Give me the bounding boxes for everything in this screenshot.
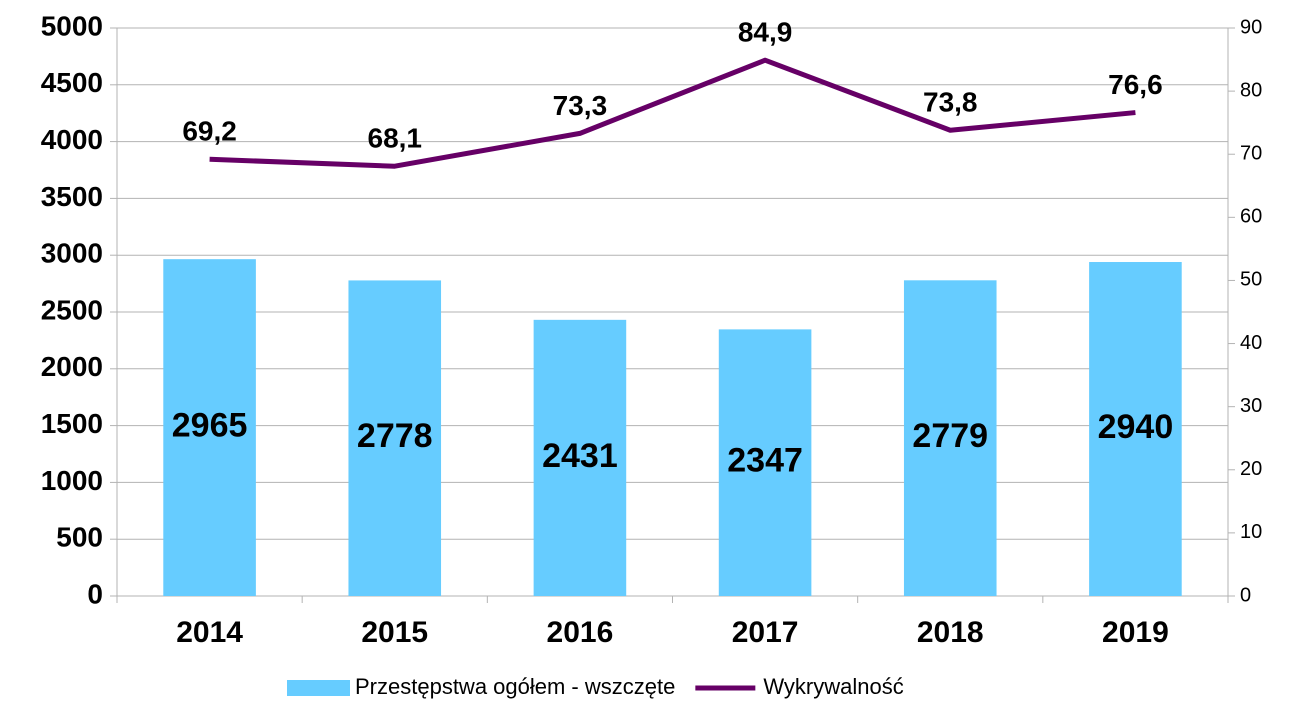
- y2-tick-label: 30: [1240, 395, 1262, 417]
- x-tick-label: 2017: [732, 616, 799, 649]
- x-tick-label: 2018: [917, 616, 984, 649]
- y2-tick-label: 10: [1240, 521, 1262, 543]
- line-value-label: 84,9: [738, 17, 793, 48]
- legend-label: Wykrywalność: [763, 674, 903, 699]
- y-tick-label: 1000: [41, 465, 103, 496]
- y-tick-label: 3000: [41, 238, 103, 269]
- line-value-label: 69,2: [182, 116, 237, 147]
- bar-value-label: 2778: [357, 417, 433, 455]
- line-value-label: 68,1: [368, 123, 423, 154]
- bar: [718, 329, 812, 596]
- x-tick-label: 2016: [547, 616, 614, 649]
- bar: [163, 259, 256, 596]
- y2-tick-label: 40: [1240, 332, 1262, 354]
- line-value-label: 73,8: [923, 87, 978, 118]
- bar-value-label: 2347: [727, 442, 803, 480]
- bar-value-label: 2965: [172, 407, 248, 445]
- y2-tick-label: 70: [1240, 143, 1262, 165]
- y-tick-label: 4500: [41, 67, 103, 98]
- y2-tick-label: 50: [1240, 269, 1262, 291]
- legend-swatch: [287, 680, 350, 696]
- legend-label: Przestępstwa ogółem - wszczęte: [355, 674, 675, 699]
- y-tick-label: 2000: [41, 351, 103, 382]
- bar-value-label: 2940: [1098, 408, 1174, 446]
- y2-tick-label: 0: [1240, 584, 1251, 606]
- x-tick-label: 2014: [176, 616, 243, 649]
- line: [209, 57, 1136, 169]
- x-tick-label: 2019: [1102, 616, 1169, 649]
- y-tick-label: 500: [56, 522, 103, 553]
- y-tick-label: 2500: [41, 294, 103, 325]
- bar: [1089, 262, 1182, 596]
- y-tick-label: 4000: [41, 124, 103, 155]
- bar-value-label: 2431: [542, 437, 618, 475]
- y2-tick-label: 90: [1240, 16, 1262, 38]
- bar: [903, 280, 997, 596]
- bar-value-label: 2779: [912, 417, 988, 455]
- bar: [348, 280, 442, 596]
- bar: [533, 319, 627, 596]
- line-value-label: 73,3: [553, 90, 608, 121]
- y-tick-label: 1500: [41, 408, 103, 439]
- y2-tick-label: 60: [1240, 206, 1262, 228]
- y-tick-label: 3500: [41, 181, 103, 212]
- line-value-label: 76,6: [1108, 69, 1163, 100]
- y-tick-label: 0: [87, 578, 103, 609]
- y2-tick-label: 20: [1240, 458, 1262, 480]
- y2-tick-label: 80: [1240, 79, 1262, 101]
- y-tick-label: 5000: [41, 10, 103, 41]
- x-tick-label: 2015: [361, 616, 428, 649]
